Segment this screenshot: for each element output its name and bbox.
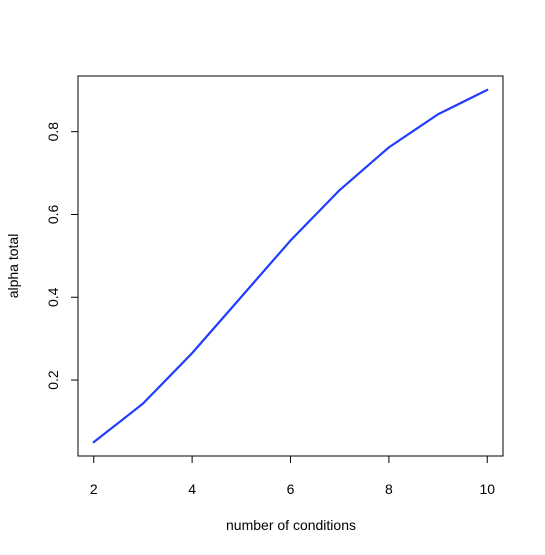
x-axis: 2 4 6 8 10 — [90, 455, 495, 497]
y-tick-label: 0.4 — [45, 287, 61, 307]
x-tick-label: 4 — [188, 481, 196, 497]
series-line — [92, 88, 489, 444]
x-tick-label: 6 — [287, 481, 295, 497]
x-tick-label: 10 — [479, 481, 495, 497]
x-tick-label: 2 — [90, 481, 98, 497]
series-layer — [92, 88, 489, 444]
y-tick-label: 0.6 — [45, 205, 61, 225]
x-axis-label: number of conditions — [226, 517, 356, 533]
y-axis-label: alpha total — [5, 234, 21, 299]
y-axis: 0.2 0.4 0.6 0.8 — [45, 122, 79, 390]
x-tick-label: 8 — [385, 481, 393, 497]
plot-frame — [77, 75, 504, 457]
y-tick-label: 0.2 — [45, 370, 61, 390]
y-tick-label: 0.8 — [45, 122, 61, 142]
